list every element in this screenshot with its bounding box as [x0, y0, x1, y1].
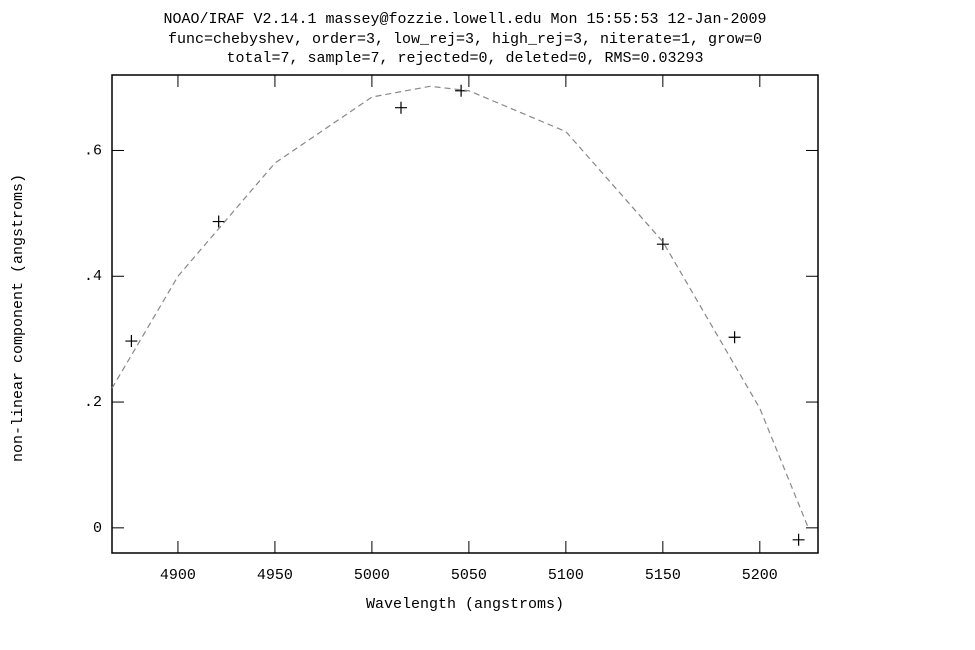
chart-subtitle: total=7, sample=7, rejected=0, deleted=0… [226, 50, 703, 67]
x-tick-label: 4900 [160, 567, 196, 584]
fit-curve [111, 85, 809, 529]
x-tick-label: 5100 [548, 567, 584, 584]
chart-title: NOAO/IRAF V2.14.1 massey@fozzie.lowell.e… [163, 11, 766, 28]
data-point [394, 101, 407, 114]
data-point [656, 238, 669, 251]
y-tick-label: .6 [84, 142, 102, 159]
y-tick-label: .2 [84, 394, 102, 411]
y-tick-label: .4 [84, 268, 102, 285]
plot-frame [111, 74, 819, 554]
x-tick-label: 4950 [257, 567, 293, 584]
y-axis-label: non-linear component (angstroms) [10, 174, 27, 462]
x-tick-label: 5050 [451, 567, 487, 584]
x-tick-label: 5000 [354, 567, 390, 584]
x-axis-label: Wavelength (angstroms) [366, 596, 564, 613]
x-tick-label: 5150 [645, 567, 681, 584]
chart-subtitle: func=chebyshev, order=3, low_rej=3, high… [168, 31, 762, 48]
data-point [212, 215, 225, 228]
data-point [125, 335, 138, 348]
y-tick-label: 0 [93, 520, 102, 537]
x-tick-label: 5200 [742, 567, 778, 584]
data-point [792, 533, 805, 546]
data-point [728, 331, 741, 344]
